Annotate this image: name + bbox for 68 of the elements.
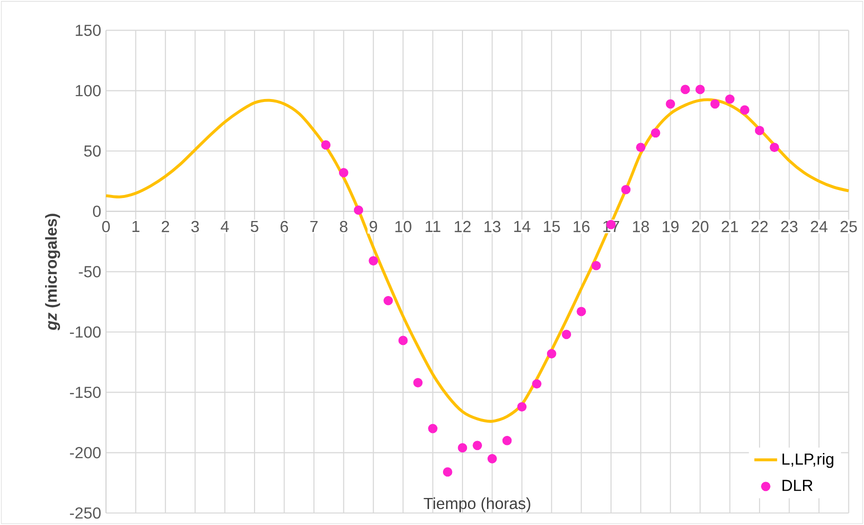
y-axis-title: gz (microgales) [45, 214, 60, 330]
x-tick-label: 25 [840, 220, 857, 232]
point [680, 84, 690, 94]
y-tick-label: 0 [93, 206, 101, 217]
x-tick-label: 3 [191, 220, 199, 232]
point [488, 454, 497, 464]
point [754, 126, 764, 136]
point [576, 306, 586, 316]
legend-label: DLR [782, 480, 812, 491]
point [666, 99, 676, 109]
x-tick-label: 14 [514, 220, 530, 232]
point [710, 99, 720, 109]
point [591, 260, 601, 270]
x-tick-label: 22 [751, 220, 768, 232]
x-tick-label: 0 [102, 220, 110, 232]
point [695, 84, 705, 94]
x-tick-label: 11 [426, 220, 440, 232]
x-tick-label: 18 [633, 220, 649, 232]
y-tick-label: -200 [70, 447, 101, 458]
y-tick-label: -100 [70, 326, 101, 338]
point [770, 142, 780, 152]
point [428, 424, 438, 434]
point [636, 142, 646, 152]
x-tick-label: 19 [662, 220, 679, 232]
x-tick-label: 21 [722, 220, 738, 232]
x-tick-label: 10 [395, 220, 412, 232]
y-tick-label: -150 [70, 386, 101, 398]
x-tick-label: 7 [310, 220, 318, 232]
x-axis-title: Tiempo (horas) [424, 497, 530, 512]
x-tick-label: 24 [810, 220, 828, 232]
point [502, 436, 512, 446]
x-tick-label: 12 [454, 220, 471, 232]
x-tick-label: 5 [250, 220, 258, 232]
x-tick-label: 23 [781, 220, 798, 232]
point [562, 330, 572, 340]
point [725, 94, 735, 104]
y-tick-label: 50 [84, 145, 101, 157]
point [321, 140, 331, 150]
y-tick-label: -250 [70, 507, 101, 519]
point [368, 256, 378, 266]
y-tick-label: -50 [78, 266, 101, 278]
point [458, 443, 468, 453]
x-tick-label: 9 [370, 220, 378, 232]
point [398, 336, 408, 346]
y-tick-label: 150 [76, 24, 101, 36]
point [650, 128, 660, 138]
x-tick-label: 8 [340, 220, 348, 232]
x-tick-label: 13 [484, 220, 500, 232]
point [413, 378, 423, 388]
point [472, 440, 482, 450]
x-tick-label: 16 [574, 220, 590, 232]
x-tick-label: 15 [544, 220, 560, 232]
x-tick-label: 6 [280, 220, 288, 232]
x-tick-label: 20 [692, 220, 708, 232]
y-tick-label: 100 [76, 85, 101, 96]
x-tick-label: 2 [162, 220, 170, 232]
point [384, 296, 393, 306]
point [354, 205, 364, 215]
legend-label: L,LP,rig [782, 452, 834, 468]
point [546, 349, 556, 358]
x-tick-label: 4 [220, 220, 229, 232]
x-tick-label: 1 [132, 220, 140, 232]
point [532, 379, 542, 389]
point [338, 168, 348, 178]
point [517, 402, 527, 412]
point [740, 105, 750, 115]
point [621, 184, 631, 194]
point [442, 467, 452, 477]
